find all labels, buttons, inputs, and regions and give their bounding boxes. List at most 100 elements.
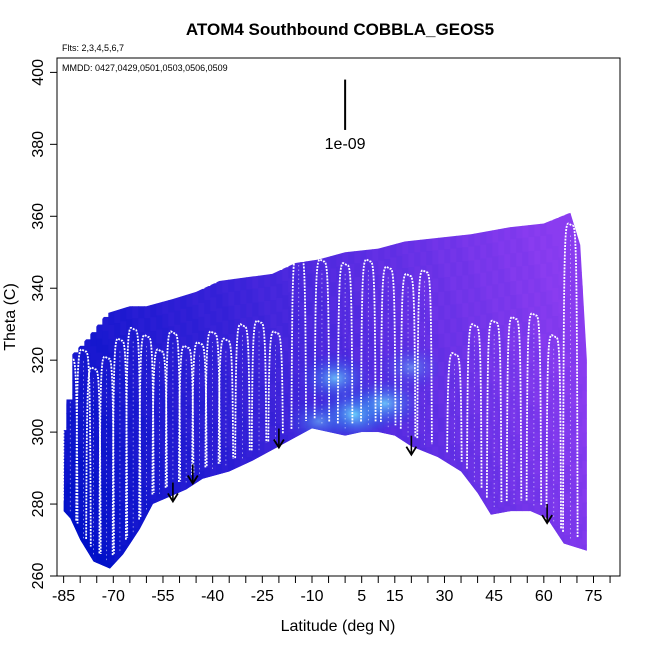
- curtain-cell: [570, 252, 577, 268]
- curtain-cell: [168, 396, 175, 411]
- curtain-cell: [144, 472, 151, 487]
- curtain-cell: [234, 318, 241, 334]
- curtain-cell: [90, 472, 97, 487]
- curtain-cell: [78, 429, 85, 445]
- curtain-cell: [156, 399, 163, 415]
- curtain-cell: [102, 526, 109, 542]
- curtain-cell: [558, 523, 565, 539]
- curtain-cell: [204, 299, 211, 315]
- curtain-cell: [456, 303, 463, 319]
- curtain-cell: [432, 306, 439, 321]
- curtain-cell: [432, 292, 439, 307]
- curtain-cell: [318, 285, 325, 300]
- curtain-cell: [270, 426, 277, 441]
- curtain-cell: [90, 500, 97, 515]
- curtain-cell: [84, 381, 91, 396]
- curtain-cell: [258, 287, 265, 303]
- curtain-cell: [270, 356, 277, 371]
- curtain-cell: [516, 266, 523, 281]
- curtain-cell: [240, 416, 247, 431]
- curtain-cell: [198, 302, 205, 318]
- curtain-cell: [144, 304, 151, 319]
- curtain-cell: [120, 447, 127, 462]
- curtain-cell: [510, 225, 517, 240]
- enhancement-blob: [378, 344, 445, 391]
- curtain-cell: [564, 339, 571, 354]
- curtain-cell: [516, 476, 523, 491]
- curtain-cell: [366, 247, 373, 263]
- curtain-cell: [366, 261, 373, 277]
- curtain-cell: [450, 416, 457, 432]
- curtain-cell: [180, 322, 187, 338]
- curtain-cell: [576, 300, 583, 315]
- curtain-cell: [492, 410, 499, 425]
- curtain-cell: [582, 474, 587, 490]
- x-tick-label: 30: [436, 588, 454, 605]
- curtain-cell: [396, 241, 403, 257]
- curtain-cell: [498, 241, 505, 256]
- curtain-cell: [546, 220, 553, 235]
- curtain-cell: [192, 458, 199, 474]
- curtain-cell: [510, 295, 517, 310]
- curtain-cell: [114, 323, 121, 338]
- curtain-cell: [426, 265, 433, 280]
- curtain-cell: [174, 422, 181, 438]
- curtain-cell: [282, 267, 289, 282]
- curtain-cell: [132, 486, 139, 501]
- curtain-cell: [246, 317, 253, 332]
- curtain-cell: [396, 297, 403, 313]
- curtain-cell: [564, 451, 571, 466]
- curtain-cell: [234, 276, 241, 292]
- curtain-cell: [576, 468, 583, 483]
- curtain-cell: [90, 388, 97, 403]
- curtain-cell: [312, 258, 319, 273]
- curtain-cell: [234, 430, 241, 446]
- curtain-cell: [186, 418, 193, 434]
- curtain-cell: [558, 467, 565, 483]
- curtain-cell: [306, 315, 313, 330]
- curtain-cell: [294, 261, 301, 277]
- curtain-cell: [306, 273, 313, 288]
- x-tick-label: -10: [300, 588, 323, 605]
- curtain-cell: [150, 345, 157, 360]
- curtain-cell: [486, 411, 493, 426]
- curtain-cell: [108, 520, 115, 536]
- curtain-cell: [402, 254, 409, 269]
- curtain-cell: [90, 374, 97, 389]
- curtain-cell: [138, 444, 145, 459]
- curtain-cell: [282, 365, 289, 380]
- curtain-cell: [450, 290, 457, 306]
- curtain-cell: [570, 378, 577, 394]
- curtain-cell: [408, 421, 415, 436]
- curtain-cell: [162, 481, 169, 497]
- curtain-cell: [78, 387, 85, 403]
- curtain-cell: [270, 440, 277, 455]
- curtain-cell: [492, 452, 499, 467]
- curtain-cell: [234, 444, 241, 460]
- curtain-cell: [63, 486, 67, 501]
- curtain-cell: [552, 498, 559, 513]
- curtain-cell: [330, 338, 337, 353]
- curtain-cell: [138, 430, 145, 445]
- curtain-cell: [474, 329, 481, 345]
- curtain-cell: [450, 402, 457, 418]
- curtain-cell: [468, 400, 475, 416]
- curtain-cell: [480, 300, 487, 316]
- curtain-cell: [78, 513, 85, 529]
- curtain-cell: [570, 532, 577, 548]
- curtain-cell: [240, 430, 247, 445]
- curtain-cell: [234, 290, 241, 306]
- curtain-cell: [186, 334, 193, 350]
- curtain-cell: [114, 533, 121, 548]
- curtain-cell: [276, 339, 283, 355]
- curtain-cell: [258, 413, 265, 429]
- curtain-cell: [426, 237, 433, 252]
- curtain-cell: [162, 313, 169, 329]
- curtain-cell: [432, 418, 439, 433]
- curtain-cell: [156, 301, 163, 317]
- curtain-cell: [186, 362, 193, 378]
- curtain-cell: [132, 514, 139, 529]
- curtain-cell: [546, 416, 553, 431]
- curtain-cell: [456, 331, 463, 347]
- curtain-cell: [120, 321, 127, 336]
